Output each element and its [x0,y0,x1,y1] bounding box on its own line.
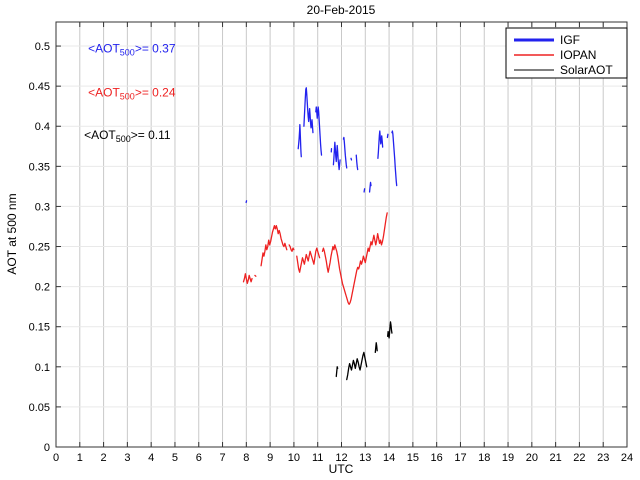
annotation-mean-aot: <AOT500>= 0.37 [88,41,176,57]
x-tick-label: 17 [454,452,466,464]
x-tick-label: 3 [124,452,130,464]
x-tick-label: 1 [77,452,83,464]
annotation-subscript: 500 [120,47,135,57]
x-tick-label: 22 [573,452,585,464]
annotation-suffix: >= 0.37 [135,41,176,55]
x-tick-label: 7 [219,452,225,464]
series-segment [260,225,288,267]
y-tick-label: 0.5 [35,41,50,53]
series-segment [303,87,314,134]
series-segment [242,273,253,285]
mean-aot-annotations: <AOT500>= 0.37<AOT500>= 0.24<AOT500>= 0.… [84,41,176,144]
series-segment [346,351,368,381]
x-tick-label: 11 [312,452,323,464]
legend-label-solaraot: SolarAOT [560,63,613,77]
x-tick-label: 5 [172,452,178,464]
x-tick-label: 4 [148,452,154,464]
series-segment [254,274,257,277]
y-tick-label: 0.15 [29,322,50,334]
x-tick-label: 19 [502,452,514,464]
x-tick-label: 15 [407,452,419,464]
y-tick-label: 0.05 [29,402,50,414]
annotation-mean-aot: <AOT500>= 0.24 [88,86,176,102]
series-segment [296,247,321,273]
x-tick-label: 14 [383,452,395,464]
series-segment [368,181,372,193]
y-tick-label: 0.45 [29,81,50,93]
series-solaraot [335,321,393,381]
series-segment [321,212,388,305]
x-tick-label: 8 [243,452,249,464]
y-tick-label: 0.2 [35,282,50,294]
series-iopan [242,212,388,305]
legend-label-iopan: IOPAN [560,48,596,62]
x-tick-label: 18 [478,452,490,464]
x-tick-label: 2 [101,452,107,464]
x-tick-label: 6 [196,452,202,464]
annotation-prefix: <AOT [88,86,120,100]
series-segment [377,130,384,159]
y-tick-label: 0.4 [35,121,50,133]
series-segment [297,123,302,158]
series-segment [387,321,393,339]
y-tick-label: 0.25 [29,242,50,254]
annotation-subscript: 500 [116,134,131,144]
legend-label-igf: IGF [560,33,580,47]
x-tick-label: 21 [550,452,562,464]
y-axis-label: AOT at 500 nm [5,193,19,274]
y-tick-label: 0.1 [35,362,50,374]
y-tick-label: 0 [44,442,50,454]
annotation-mean-aot: <AOT500>= 0.11 [84,128,171,144]
series-segment [332,141,341,171]
annotation-prefix: <AOT [84,128,116,142]
data-series [242,87,398,381]
x-axis-label: UTC [329,462,354,476]
x-tick-label: 0 [53,452,59,464]
x-tick-label: 12 [335,452,347,464]
series-segment [288,244,295,252]
annotation-suffix: >= 0.11 [131,128,171,142]
series-segment [335,366,339,378]
series-segment [342,136,348,169]
x-tick-label: 23 [597,452,609,464]
annotation-subscript: 500 [120,92,135,102]
series-segment [374,342,378,354]
series-igf [245,87,398,204]
x-tick-label: 24 [621,452,633,464]
x-tick-label: 10 [288,452,300,464]
x-tick-label: 13 [359,452,371,464]
y-tick-label: 0.3 [35,201,50,213]
y-tick-label: 0.35 [29,161,50,173]
x-tick-label: 16 [431,452,443,464]
annotation-suffix: >= 0.24 [135,86,176,100]
x-tick-label: 9 [267,452,273,464]
chart-title: 20-Feb-2015 [307,3,376,17]
x-tick-label: 20 [526,452,538,464]
series-segment [315,106,323,156]
series-segment [355,154,359,171]
annotation-prefix: <AOT [88,41,120,55]
series-segment [391,130,398,187]
